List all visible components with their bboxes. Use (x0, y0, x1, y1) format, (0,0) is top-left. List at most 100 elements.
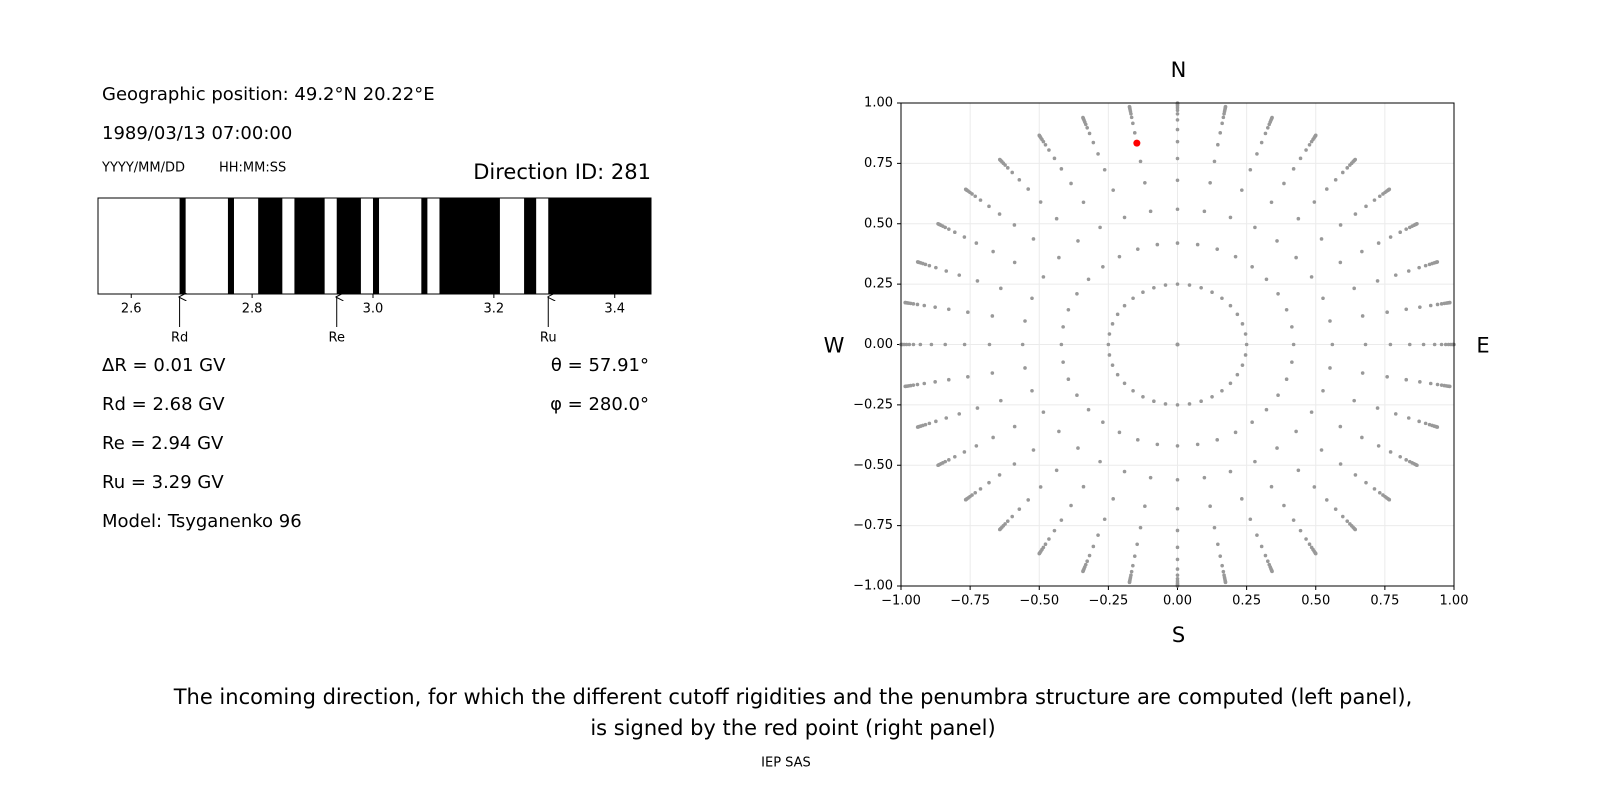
direction-point (1375, 279, 1380, 283)
direction-point (1202, 209, 1207, 214)
direction-point (1096, 533, 1100, 537)
direction-point (1353, 473, 1358, 477)
direction-point (1043, 142, 1048, 147)
direction-point (1269, 484, 1274, 489)
direction-point (1061, 325, 1065, 329)
direction-point (1421, 342, 1426, 347)
direction-point (1276, 291, 1280, 296)
direction-point (1423, 421, 1428, 426)
direction-point (1175, 207, 1180, 212)
direction-point (1091, 140, 1096, 145)
direction-point (997, 157, 1002, 162)
direction-point (1385, 374, 1389, 379)
direction-point (1155, 442, 1160, 447)
direction-point (1360, 371, 1365, 375)
direction-point (1127, 104, 1132, 109)
forbidden-band (258, 198, 283, 294)
direction-point (1138, 159, 1143, 164)
direction-point (1023, 366, 1027, 370)
direction-point (957, 412, 962, 416)
direction-point (1233, 254, 1238, 259)
direction-point (963, 497, 968, 502)
direction-point (1363, 342, 1368, 347)
x-tick-label: 2.8 (242, 302, 263, 317)
direction-point (1210, 290, 1214, 295)
direction-point (1298, 528, 1303, 533)
direction-point (1081, 484, 1086, 489)
direction-point (1155, 242, 1160, 247)
direction-point (1435, 425, 1440, 429)
direction-point (962, 342, 967, 347)
direction-point (1122, 303, 1127, 308)
direction-point (1360, 314, 1365, 318)
y-tick-label: 0.75 (864, 156, 893, 171)
direction-point (1131, 563, 1135, 568)
direction-point (1127, 580, 1132, 585)
direction-point (1418, 380, 1422, 384)
direction-point (1098, 459, 1102, 464)
direction-point (1086, 277, 1091, 282)
direction-point (1017, 178, 1022, 182)
direction-point (990, 371, 995, 375)
direction-point (1428, 381, 1433, 386)
direction-point (1195, 442, 1200, 447)
compass-label: N (1171, 58, 1187, 82)
rigidity-label: Re (329, 331, 345, 346)
direction-point (1345, 166, 1350, 170)
direction-point (1122, 215, 1127, 220)
direction-point (1141, 394, 1145, 399)
direction-point (1385, 310, 1389, 315)
direction-point (933, 380, 937, 384)
direction-point (907, 342, 912, 347)
time-format: HH:MM:SS (219, 161, 286, 176)
direction-point (1432, 342, 1437, 347)
direction-point (911, 342, 916, 347)
direction-point (962, 450, 967, 454)
direction-point (1243, 332, 1248, 336)
direction-point (973, 194, 978, 199)
y-tick-label: 1.00 (864, 96, 893, 111)
direction-point (1304, 148, 1308, 152)
direction-point (1321, 388, 1325, 393)
direction-point (1221, 569, 1226, 574)
direction-point (1010, 170, 1015, 175)
direction-point (1328, 366, 1332, 370)
direction-point (1081, 200, 1086, 205)
direction-point (936, 463, 940, 468)
direction-point (953, 230, 957, 235)
direction-point (1304, 537, 1308, 541)
direction-point (927, 421, 932, 426)
direction-point (975, 406, 980, 410)
direction-point (962, 235, 967, 239)
direction-point (978, 198, 983, 202)
direction-point (1195, 242, 1200, 247)
direction-point (911, 302, 916, 306)
direction-point (1037, 551, 1042, 556)
direction-point (1087, 553, 1092, 558)
direction-point (1250, 420, 1254, 424)
direction-point (929, 342, 934, 347)
direction-point (1275, 446, 1279, 450)
forbidden-band (524, 198, 537, 294)
direction-point (1309, 410, 1314, 414)
direction-point (918, 342, 923, 347)
direction-point (1115, 372, 1120, 377)
direction-point (1240, 497, 1244, 501)
direction-point (1132, 131, 1137, 135)
info-line: Re = 2.94 GV (102, 433, 224, 454)
direction-point (1259, 140, 1264, 145)
direction-point (1026, 498, 1031, 502)
direction-point (1175, 178, 1180, 183)
direction-point (1404, 227, 1408, 231)
direction-point (1338, 462, 1343, 466)
direction-point (1101, 265, 1105, 269)
direction-point (987, 480, 991, 485)
forbidden-band (227, 198, 234, 294)
direction-point (915, 382, 920, 387)
direction-point (1240, 363, 1245, 367)
direction-point (1066, 308, 1071, 312)
direction-point (991, 435, 995, 440)
x-tick-label: 3.2 (484, 302, 505, 317)
direction-point (1253, 225, 1257, 230)
